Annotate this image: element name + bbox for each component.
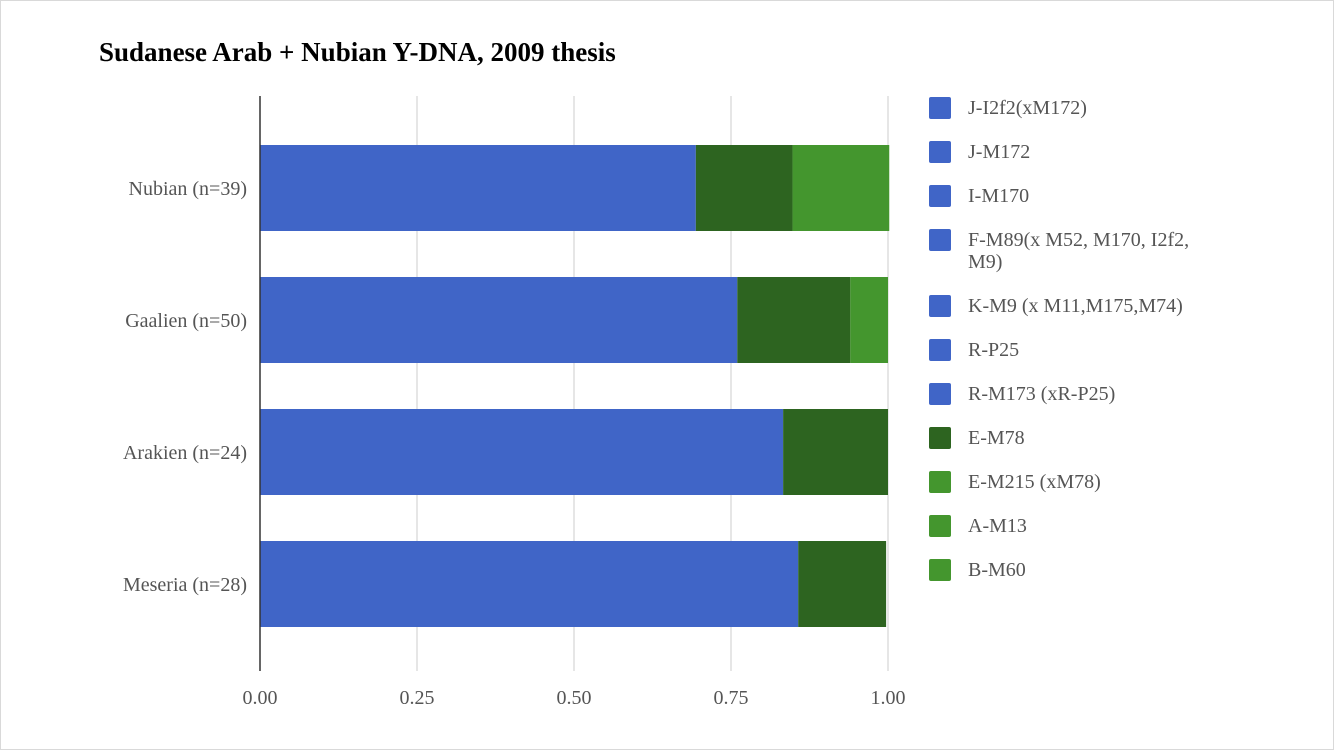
legend-label: R-M173 (xR-P25) xyxy=(968,383,1116,405)
legend-label: F-M89(x M52, M170, I2f2, M9) xyxy=(968,229,1190,273)
legend-swatch xyxy=(929,339,951,361)
bar-segment xyxy=(260,409,784,495)
legend-label: A-M13 xyxy=(968,515,1027,537)
legend-swatch xyxy=(929,515,951,537)
bar-segment xyxy=(850,277,888,363)
legend-swatch xyxy=(929,559,951,581)
y-category-label: Nubian (n=39) xyxy=(129,178,247,200)
legend-swatch xyxy=(929,427,951,449)
y-category-label: Arakien (n=24) xyxy=(123,442,247,464)
bar-segment xyxy=(798,541,887,627)
legend-item: R-P25 xyxy=(929,339,1198,361)
y-category-label: Meseria (n=28) xyxy=(123,574,247,596)
legend-swatch xyxy=(929,141,951,163)
legend-label: K-M9 (x M11,M175,M74) xyxy=(968,295,1183,317)
bar-segment xyxy=(260,145,696,231)
legend-label: R-P25 xyxy=(968,339,1020,361)
chart-title: Sudanese Arab + Nubian Y-DNA, 2009 thesi… xyxy=(99,37,616,67)
axis-labels: 0.00 0.25 0.50 0.75 1.00 Nubian (n=39) Gaalien… xyxy=(123,178,906,709)
x-tick-label: 0.25 xyxy=(400,687,435,709)
legend-item: K-M9 (x M11,M175,M74) xyxy=(929,295,1198,317)
legend-item: J-I2f2(xM172) xyxy=(929,97,1198,119)
legend-item: A-M13 xyxy=(929,515,1198,537)
x-tick-label: 0.75 xyxy=(714,687,749,709)
legend-item: F-M89(x M52, M170, I2f2, M9) xyxy=(929,229,1198,273)
legend-swatch xyxy=(929,295,951,317)
legend-swatch xyxy=(929,185,951,207)
x-tick-label: 0.50 xyxy=(557,687,592,709)
legend-label: E-M78 xyxy=(968,427,1025,449)
legend-item: E-M78 xyxy=(929,427,1198,449)
bar-segment xyxy=(260,277,738,363)
legend-label: J-M172 xyxy=(968,141,1031,163)
bar-segment xyxy=(695,145,793,231)
legend-item: J-M172 xyxy=(929,141,1198,163)
legend-label: B-M60 xyxy=(968,559,1026,581)
legend-item: I-M170 xyxy=(929,185,1198,207)
x-tick-label: 1.00 xyxy=(871,687,906,709)
legend-item: R-M173 (xR-P25) xyxy=(929,383,1198,405)
bars xyxy=(260,145,890,627)
bar-segment xyxy=(783,409,888,495)
legend-item: B-M60 xyxy=(929,559,1198,581)
x-tick-label: 0.00 xyxy=(243,687,278,709)
legend-item: E-M215 (xM78) xyxy=(929,471,1198,493)
bar-segment xyxy=(737,277,851,363)
legend-swatch xyxy=(929,97,951,119)
y-category-label: Gaalien (n=50) xyxy=(125,310,247,332)
legend-swatch xyxy=(929,471,951,493)
legend-swatch xyxy=(929,383,951,405)
bar-segment xyxy=(260,541,799,627)
legend-label: J-I2f2(xM172) xyxy=(968,97,1087,119)
legend-label: I-M170 xyxy=(968,185,1030,207)
legend-swatch xyxy=(929,229,951,251)
legend-label: E-M215 (xM78) xyxy=(968,471,1101,493)
bar-segment xyxy=(792,145,890,231)
